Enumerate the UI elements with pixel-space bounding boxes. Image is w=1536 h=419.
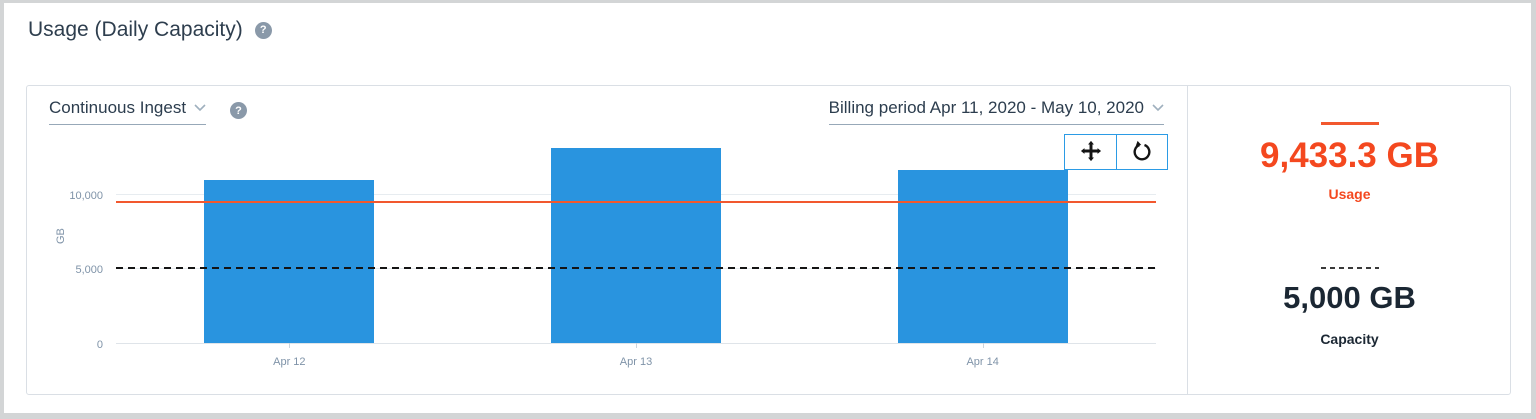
- usage-key-line: [1320, 122, 1379, 125]
- reset-zoom-button[interactable]: [1116, 135, 1167, 169]
- usage-reference-line: [116, 201, 1156, 204]
- usage-value: 9,433.3 GB: [1260, 136, 1439, 175]
- ingest-type-selector[interactable]: Continuous Ingest: [49, 98, 207, 125]
- page-title: Usage (Daily Capacity): [28, 18, 243, 41]
- x-tick-label: Apr 13: [619, 356, 653, 368]
- y-tick-label: 10,000: [69, 189, 103, 202]
- bar[interactable]: [897, 169, 1068, 343]
- billing-period-selector[interactable]: Billing period Apr 11, 2020 - May 10, 20…: [828, 98, 1164, 125]
- chevron-down-icon: [1152, 99, 1164, 117]
- ingest-type-selector-label: Continuous Ingest: [49, 98, 187, 117]
- usage-page: Usage (Daily Capacity) ? Continuous Inge…: [4, 3, 1531, 413]
- y-axis-labels: 0 5,000 10,000: [27, 141, 109, 351]
- capacity-key-line: [1320, 267, 1379, 269]
- usage-label: Usage: [1328, 186, 1371, 202]
- chart-toolbar: [1064, 134, 1168, 170]
- panel-divider: [1187, 86, 1188, 394]
- x-tick: [636, 343, 637, 348]
- pan-button[interactable]: [1065, 135, 1116, 169]
- page-title-row: Usage (Daily Capacity) ?: [28, 18, 272, 42]
- reset-zoom-icon: [1131, 140, 1153, 165]
- bar[interactable]: [551, 148, 721, 343]
- usage-panel: Continuous Ingest ? Billing period Apr 1…: [26, 85, 1511, 395]
- x-tick-label: Apr 14: [966, 356, 999, 368]
- x-tick: [982, 343, 984, 348]
- plot-area: Apr 12 Apr 13 Apr 14: [116, 141, 1156, 368]
- pan-icon: [1080, 140, 1102, 165]
- chevron-down-icon: [194, 99, 206, 117]
- y-tick-label: 0: [96, 339, 103, 351]
- capacity-reference-line: [116, 267, 1156, 270]
- summary-stats: 9,433.3 GB Usage 5,000 GB Capacity: [1188, 86, 1511, 394]
- capacity-label: Capacity: [1320, 331, 1379, 347]
- billing-period-selector-label: Billing period Apr 11, 2020 - May 10, 20…: [828, 98, 1144, 117]
- help-icon[interactable]: ?: [254, 21, 272, 39]
- ingest-help-icon[interactable]: ?: [230, 102, 247, 119]
- y-axis-title: GB: [55, 228, 67, 244]
- x-tick: [289, 343, 291, 348]
- capacity-value: 5,000 GB: [1283, 280, 1416, 315]
- bar[interactable]: [204, 180, 375, 343]
- y-tick-label: 5,000: [75, 264, 103, 277]
- x-tick-label: Apr 12: [273, 356, 306, 368]
